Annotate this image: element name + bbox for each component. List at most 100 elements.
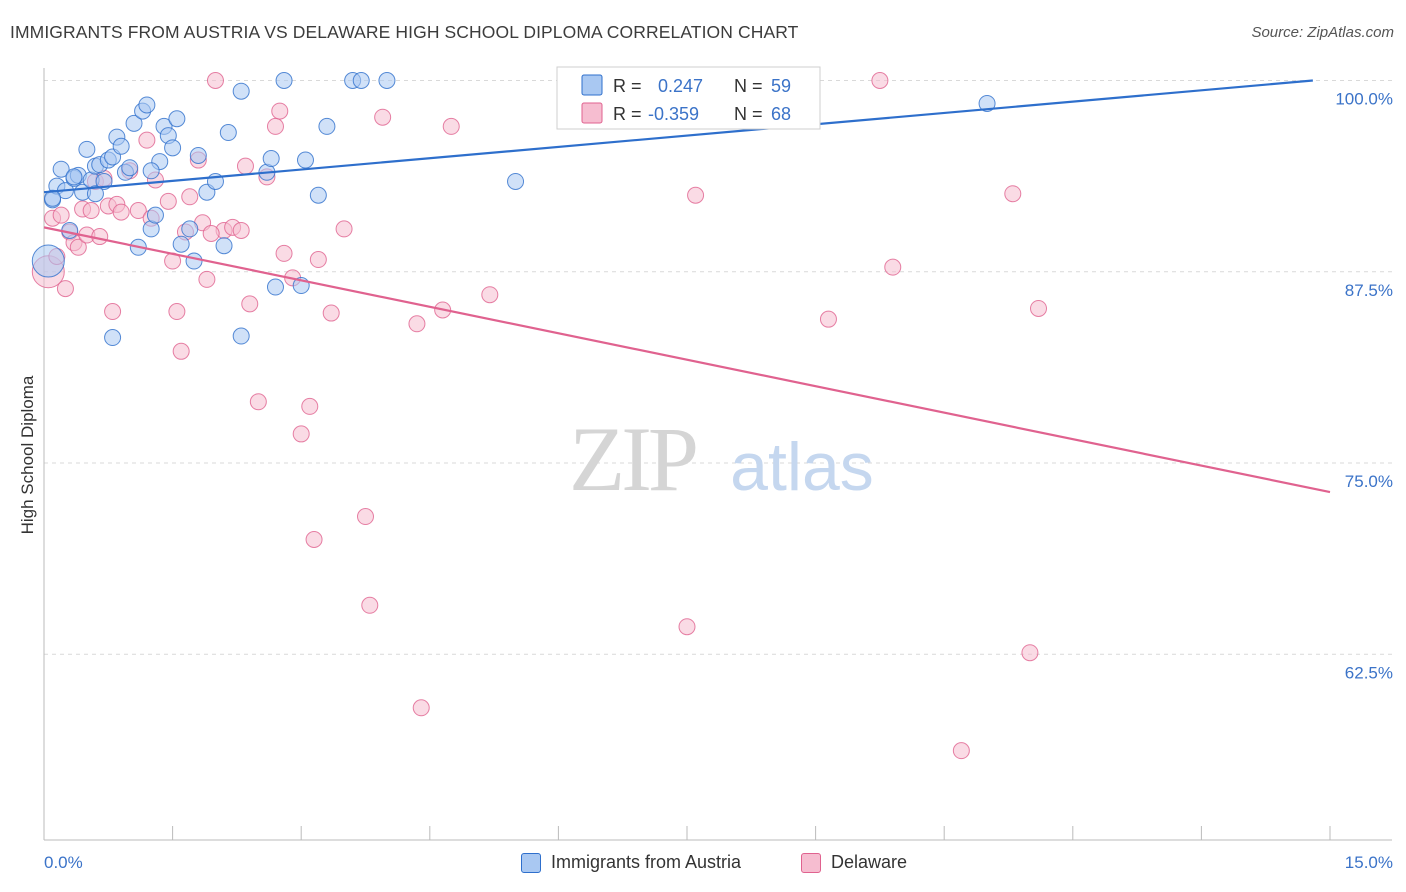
delaware-point-50 (357, 508, 374, 526)
legend-label-austria: Immigrants from Austria (551, 852, 742, 872)
legend-blue-n-value: 59 (771, 76, 791, 96)
delaware-point-35 (232, 221, 250, 239)
delaware-point-42 (275, 244, 293, 262)
austria-point-8 (78, 140, 96, 158)
delaware-point-44 (292, 425, 310, 443)
austria-point-37 (219, 124, 237, 142)
delaware-point-49 (335, 220, 353, 238)
delaware-point-47 (309, 251, 327, 269)
austria-point-45 (309, 186, 327, 204)
watermark-zip: ZIP (569, 408, 696, 510)
austria-point-16 (112, 137, 130, 155)
legend-pink-swatch (581, 102, 603, 124)
delaware-point-56 (442, 117, 460, 135)
delaware-point-62 (884, 258, 902, 276)
austria-point-19 (125, 114, 143, 132)
austria-point-56 (65, 168, 83, 186)
delaware-point-38 (249, 393, 267, 411)
legend-pink-r-label: R = (613, 104, 642, 124)
austria-point-49 (378, 72, 396, 89)
austria-point-42 (275, 72, 293, 89)
austria-point-40 (262, 150, 280, 168)
austria-point-29 (168, 110, 186, 128)
delaware-point-37 (241, 295, 259, 313)
source-label: Source: ZipAtlas.com (1251, 24, 1394, 41)
delaware-point-31 (198, 270, 216, 288)
delaware-point-63 (952, 742, 970, 760)
legend-pink-n-value: 68 (771, 104, 791, 124)
legend-blue-n-label: N = (734, 76, 763, 96)
austria-point-46 (318, 117, 336, 135)
watermark-atlas: atlas (730, 429, 874, 505)
delaware-point-67 (202, 225, 220, 242)
delaware-point-25 (168, 303, 186, 321)
delaware-point-28 (181, 188, 199, 206)
austria-point-52 (104, 329, 122, 347)
delaware-point-54 (412, 699, 430, 717)
y-axis-label: High School Diploma (18, 375, 37, 535)
legend-item-delaware[interactable]: Delaware (801, 852, 907, 873)
austria-points (31, 72, 996, 347)
austria-point-55 (44, 189, 62, 207)
y-tick-label-3: 100.0% (1335, 90, 1393, 109)
delaware-point-40 (266, 117, 284, 135)
austria-point-53 (232, 327, 250, 345)
delaware-point-64 (1004, 185, 1022, 203)
delaware-point-58 (678, 618, 696, 636)
delaware-point-52 (374, 108, 392, 126)
austria-point-31 (181, 220, 199, 238)
austria-point-48 (352, 72, 370, 89)
gridlines (44, 80, 1392, 655)
axes (43, 68, 1392, 841)
y-tick-label-2: 87.5% (1345, 281, 1393, 300)
legend-label-delaware: Delaware (831, 852, 908, 872)
delaware-swatch (801, 852, 821, 873)
legend-item-austria[interactable]: Immigrants from Austria (521, 852, 741, 873)
austria-point-2 (52, 160, 70, 178)
delaware-point-12 (91, 228, 109, 246)
delaware-point-65 (1021, 644, 1039, 662)
austria-point-32 (185, 252, 203, 270)
austria-point-30 (172, 235, 190, 253)
delaware-points (31, 72, 1048, 760)
x-tick-label-1: 15.0% (1345, 853, 1393, 872)
austria-point-28 (164, 139, 182, 157)
legend-pink-r-value: -0.359 (648, 104, 699, 124)
delaware-point-36 (236, 157, 254, 175)
delaware-point-41 (271, 102, 289, 120)
y-tick-label-1: 75.0% (1345, 472, 1393, 491)
delaware-point-46 (305, 531, 323, 548)
delaware-point-59 (687, 186, 705, 204)
austria-point-18 (121, 159, 139, 177)
austria-point-51 (978, 94, 996, 112)
delaware-point-17 (112, 203, 130, 221)
delaware-point-32 (206, 72, 224, 89)
delaware-point-51 (361, 596, 379, 614)
austria-point-41 (266, 278, 284, 296)
delaware-point-20 (138, 131, 156, 149)
austria-point-54 (31, 244, 65, 278)
austria-point-57 (86, 185, 104, 203)
delaware-trend-line (43, 226, 1331, 494)
austria-point-58 (142, 162, 160, 180)
austria-point-50 (507, 172, 525, 190)
austria-swatch (521, 852, 541, 873)
austria-trend-line (43, 79, 1313, 194)
trend-lines (43, 79, 1331, 494)
legend-blue-r-value: 0.247 (658, 76, 703, 96)
delaware-point-7 (69, 238, 87, 256)
y-tick-label-0: 62.5% (1345, 663, 1393, 682)
delaware-point-66 (1030, 299, 1048, 317)
legend-pink-n-label: N = (734, 104, 763, 124)
delaware-point-4 (56, 280, 74, 298)
delaware-point-57 (481, 286, 499, 304)
austria-point-38 (232, 82, 250, 100)
legend-blue-r-label: R = (613, 76, 642, 96)
delaware-point-60 (819, 310, 837, 328)
chart-title: IMMIGRANTS FROM AUSTRIA VS DELAWARE HIGH… (10, 22, 799, 42)
stats-legend: R = 0.247 N = 59 R = -0.359 N = 68 (556, 66, 821, 130)
watermark: ZIP atlas (569, 408, 874, 510)
delaware-point-15 (104, 303, 122, 321)
austria-point-24 (146, 206, 164, 224)
